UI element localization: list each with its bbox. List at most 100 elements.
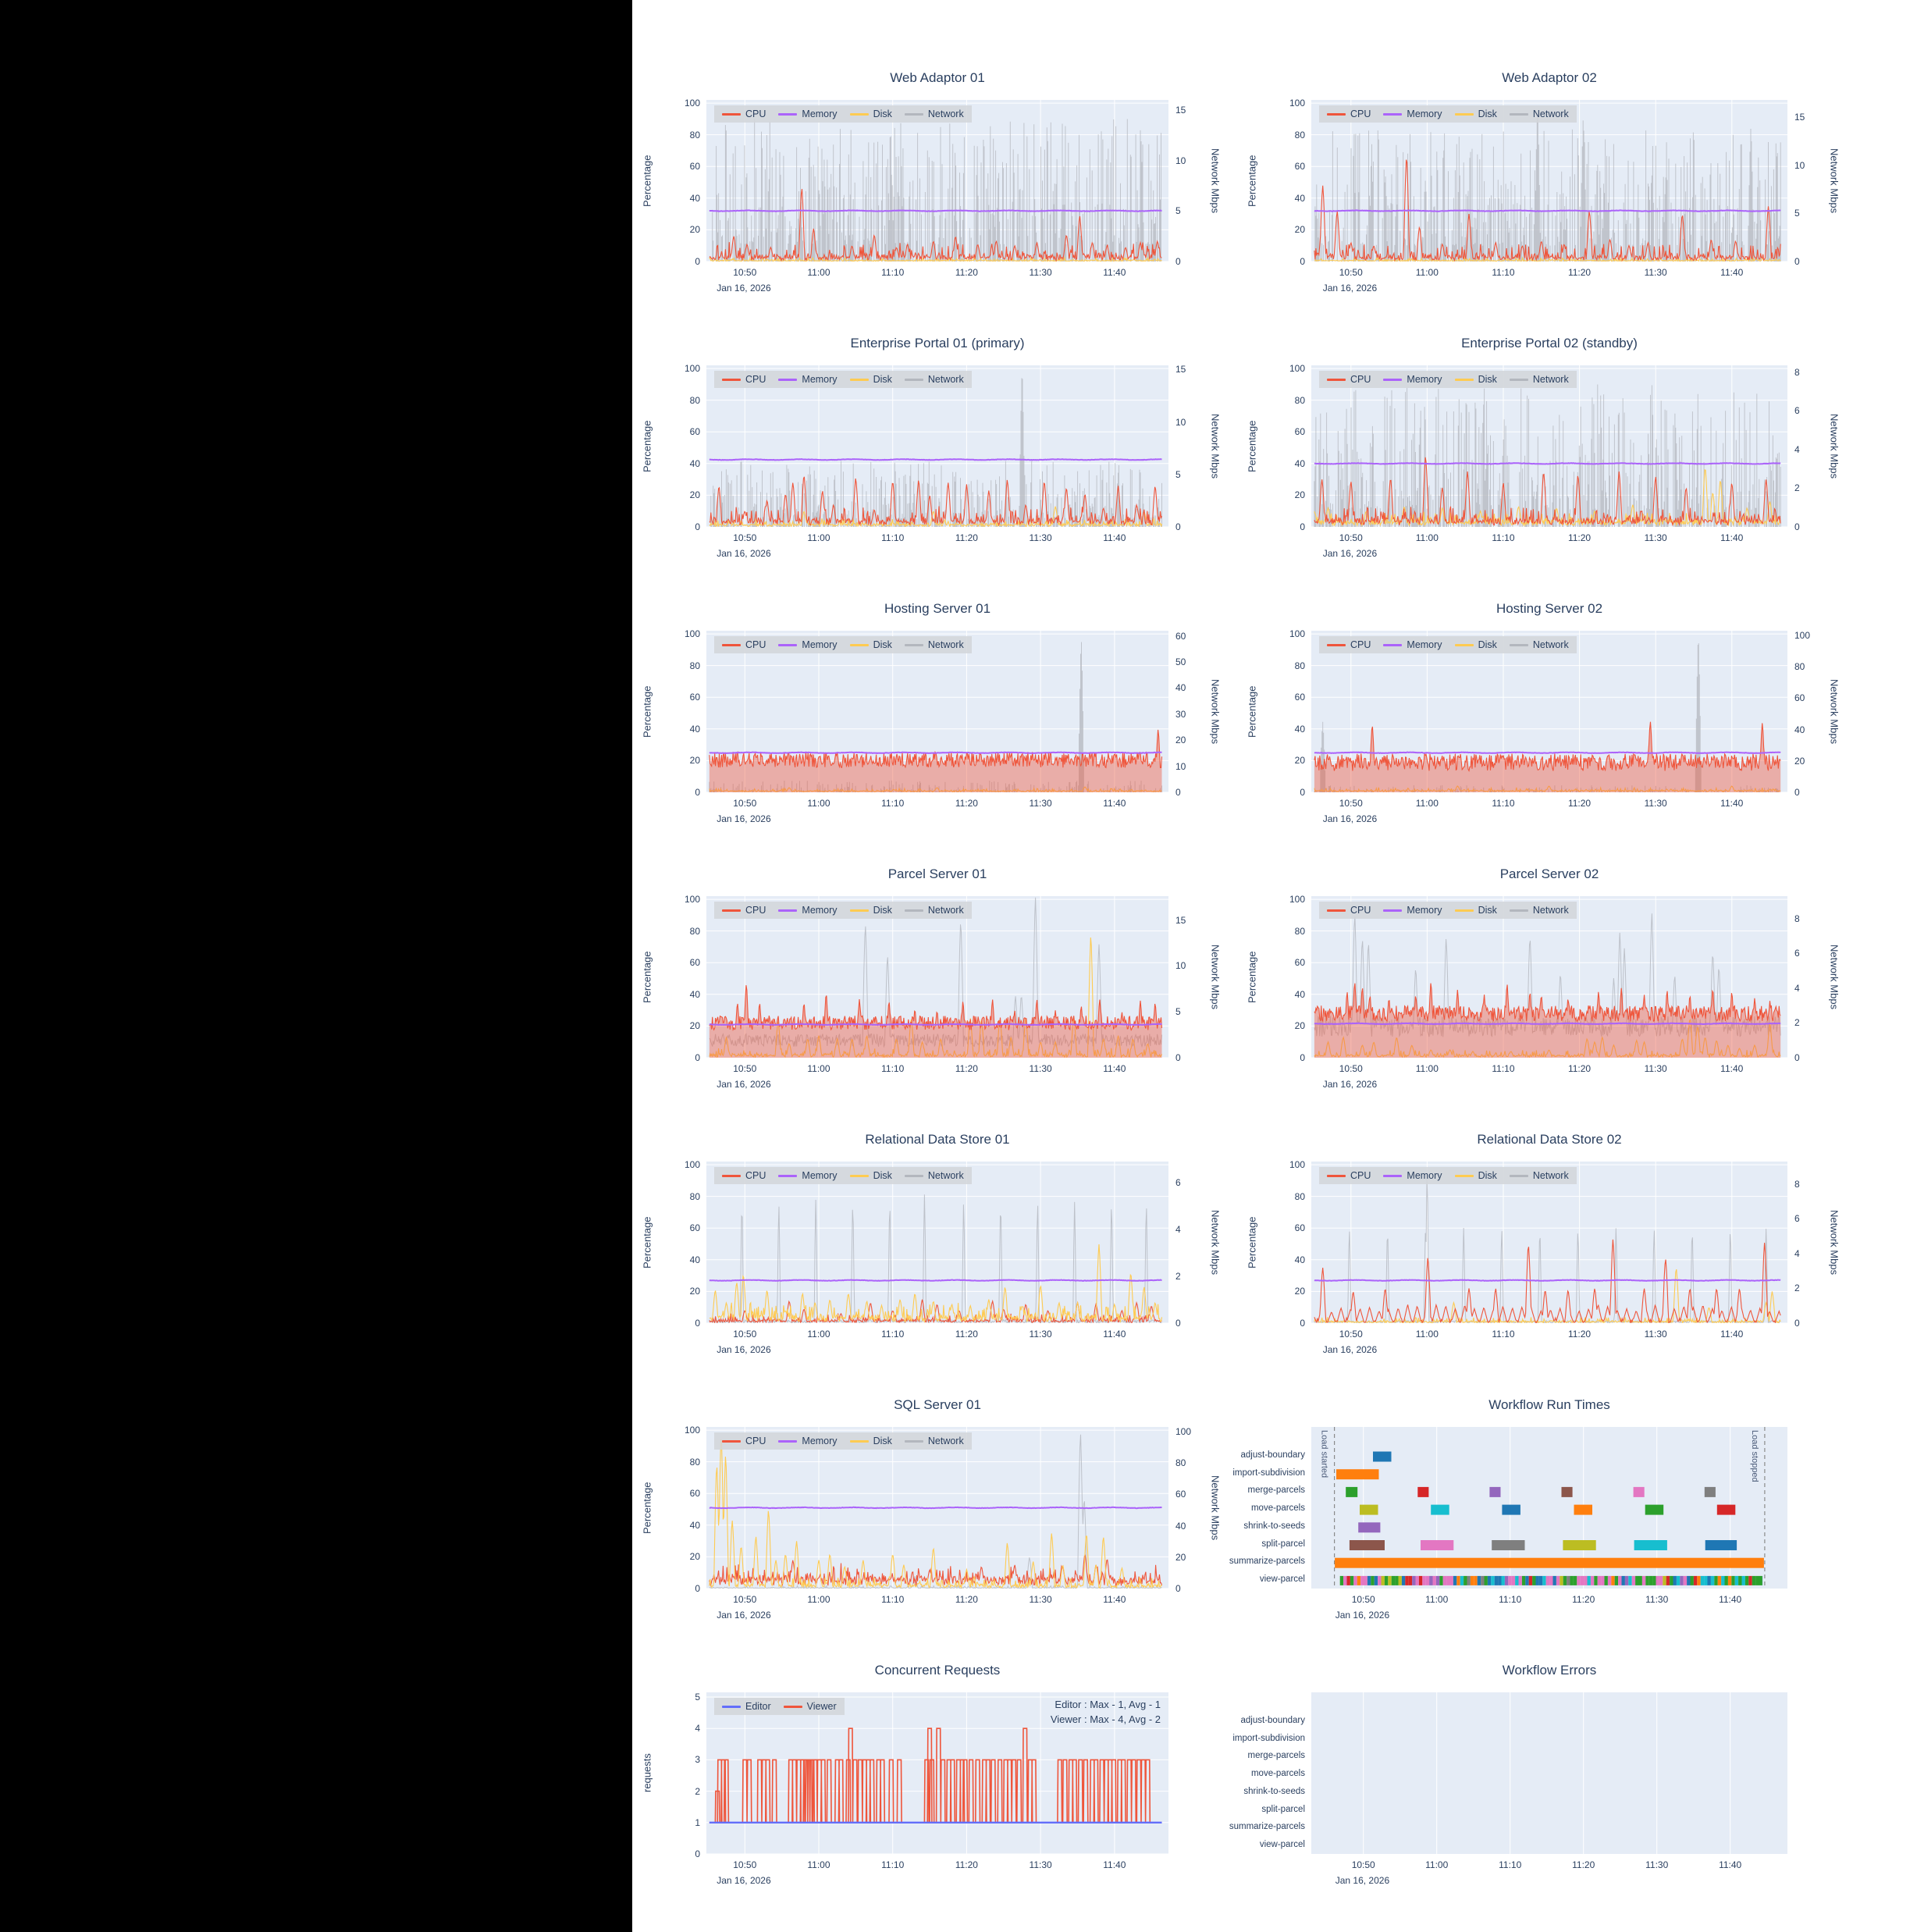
legend-item-disk[interactable]: Disk xyxy=(849,109,892,119)
legend-item-memory[interactable]: Memory xyxy=(778,639,838,650)
legend-item-cpu[interactable]: CPU xyxy=(1327,374,1371,385)
plot-area[interactable] xyxy=(706,896,1168,1058)
x-tick: 11:10 xyxy=(1492,267,1515,278)
legend-item-disk[interactable]: Disk xyxy=(849,639,892,650)
legend-item-disk[interactable]: Disk xyxy=(1454,1170,1497,1181)
legend-item-memory[interactable]: Memory xyxy=(1383,905,1442,916)
legend-item-disk[interactable]: Disk xyxy=(849,374,892,385)
marker-label-load-started: Load started xyxy=(1319,1430,1329,1478)
plot-area[interactable] xyxy=(706,1427,1168,1589)
y-tick-right: 20 xyxy=(1175,1551,1186,1563)
legend-swatch-cpu xyxy=(722,643,741,646)
chart-panel-concurrent-requests: Concurrent Requests 0 1 2 3 4 5 requests 10:50 11… xyxy=(632,1658,1274,1902)
plot-area[interactable] xyxy=(1311,1692,1787,1854)
legend-item-network[interactable]: Network xyxy=(904,1170,964,1181)
plot-area[interactable] xyxy=(1311,365,1787,527)
legend-item-memory[interactable]: Memory xyxy=(778,109,838,119)
legend-item-disk[interactable]: Disk xyxy=(849,1436,892,1446)
legend-item-disk[interactable]: Disk xyxy=(1454,374,1497,385)
legend-item-cpu[interactable]: CPU xyxy=(722,639,766,650)
legend-item-network[interactable]: Network xyxy=(904,109,964,119)
plot-area[interactable] xyxy=(706,631,1168,792)
x-tick: 11:30 xyxy=(1029,1859,1052,1870)
y-tick-right: 4 xyxy=(1175,1224,1181,1235)
legend-item-cpu[interactable]: CPU xyxy=(1327,1170,1371,1181)
plot-area[interactable] xyxy=(1311,896,1787,1058)
legend-item-memory[interactable]: Memory xyxy=(1383,374,1442,385)
legend-item-network[interactable]: Network xyxy=(904,374,964,385)
legend-item-cpu[interactable]: CPU xyxy=(722,109,766,119)
x-tick: 11:00 xyxy=(1415,532,1439,543)
plot-area[interactable] xyxy=(706,100,1168,262)
y-tick-right: 10 xyxy=(1175,960,1186,972)
plot-area[interactable] xyxy=(706,1162,1168,1323)
x-tick: 11:40 xyxy=(1103,798,1126,809)
legend-item-editor[interactable]: Editor xyxy=(722,1701,771,1712)
legend-item-network[interactable]: Network xyxy=(1509,639,1569,650)
plot-area[interactable] xyxy=(1311,100,1787,262)
legend-item-network[interactable]: Network xyxy=(1509,109,1569,119)
x-tick: 11:00 xyxy=(807,267,830,278)
category-label-move-parcels: move-parcels xyxy=(1250,1503,1305,1514)
y-tick-left: 80 xyxy=(1294,925,1305,937)
legend-item-cpu[interactable]: CPU xyxy=(722,1170,766,1181)
chart-title: Enterprise Portal 01 (primary) xyxy=(850,336,1025,350)
x-tick: 11:00 xyxy=(807,532,830,543)
legend-item-memory[interactable]: Memory xyxy=(778,374,838,385)
legend-item-disk[interactable]: Disk xyxy=(849,1170,892,1181)
plot-area[interactable] xyxy=(1311,1427,1787,1589)
legend-item-cpu[interactable]: CPU xyxy=(722,1436,766,1446)
legend-item-memory[interactable]: Memory xyxy=(778,1170,838,1181)
legend-item-cpu[interactable]: CPU xyxy=(1327,905,1371,916)
y-tick-right: 5 xyxy=(1175,205,1181,217)
y-tick-left: 40 xyxy=(1294,457,1305,469)
legend-item-network[interactable]: Network xyxy=(1509,374,1569,385)
y-tick-left: 0 xyxy=(695,256,700,267)
legend-label: CPU xyxy=(1350,109,1371,119)
x-tick: 10:50 xyxy=(733,1594,757,1605)
legend-item-network[interactable]: Network xyxy=(904,905,964,916)
x-tick: 11:40 xyxy=(1103,532,1126,543)
legend-item-cpu[interactable]: CPU xyxy=(722,905,766,916)
legend-item-disk[interactable]: Disk xyxy=(849,905,892,916)
legend-item-memory[interactable]: Memory xyxy=(1383,109,1442,119)
legend-item-network[interactable]: Network xyxy=(1509,1170,1569,1181)
legend-item-disk[interactable]: Disk xyxy=(1454,109,1497,119)
y-tick-right: 80 xyxy=(1175,1457,1186,1469)
chart-panel-enterprise-portal-02: Enterprise Portal 02 (standby) 0 20 40 60 80 1… xyxy=(1206,331,1893,575)
legend-item-network[interactable]: Network xyxy=(904,639,964,650)
category-label-import-subdivision: import-subdivision xyxy=(1232,1468,1305,1478)
legend-item-memory[interactable]: Memory xyxy=(1383,1170,1442,1181)
plot-area[interactable] xyxy=(706,1692,1168,1854)
legend-swatch-cpu xyxy=(1327,909,1346,912)
chart-panel-hosting-server-01: Hosting Server 01 0 20 40 60 80 100 Percentage 0… xyxy=(632,596,1274,840)
legend-item-cpu[interactable]: CPU xyxy=(1327,639,1371,650)
legend-item-network[interactable]: Network xyxy=(1509,905,1569,916)
legend-item-network[interactable]: Network xyxy=(904,1436,964,1446)
legend-item-memory[interactable]: Memory xyxy=(778,1436,838,1446)
x-tick: 10:50 xyxy=(1351,1859,1375,1870)
legend-swatch-memory xyxy=(778,112,798,116)
x-tick: 11:00 xyxy=(807,1859,830,1870)
legend-label: Memory xyxy=(802,1436,838,1446)
y-axis-label-right: Network Mbps xyxy=(1828,944,1841,1010)
legend-item-cpu[interactable]: CPU xyxy=(722,374,766,385)
legend-label: Disk xyxy=(873,374,892,385)
legend-item-viewer[interactable]: Viewer xyxy=(783,1701,837,1712)
y-tick-left: 0 xyxy=(1300,787,1305,798)
plot-area[interactable] xyxy=(706,365,1168,527)
y-tick-left: 60 xyxy=(689,426,700,438)
plot-area[interactable] xyxy=(1311,1162,1787,1323)
legend-item-disk[interactable]: Disk xyxy=(1454,639,1497,650)
legend-item-memory[interactable]: Memory xyxy=(778,905,838,916)
y-axis-label-left: Percentage xyxy=(1246,420,1258,472)
category-label-adjust-boundary: adjust-boundary xyxy=(1240,1450,1305,1460)
y-tick-left: 40 xyxy=(689,1254,700,1265)
x-tick: 11:10 xyxy=(881,1594,905,1605)
legend-item-cpu[interactable]: CPU xyxy=(1327,109,1371,119)
y-tick-left: 80 xyxy=(689,1456,700,1468)
plot-area[interactable] xyxy=(1311,631,1787,792)
legend-item-memory[interactable]: Memory xyxy=(1383,639,1442,650)
legend-swatch-memory xyxy=(1383,909,1403,912)
legend-item-disk[interactable]: Disk xyxy=(1454,905,1497,916)
